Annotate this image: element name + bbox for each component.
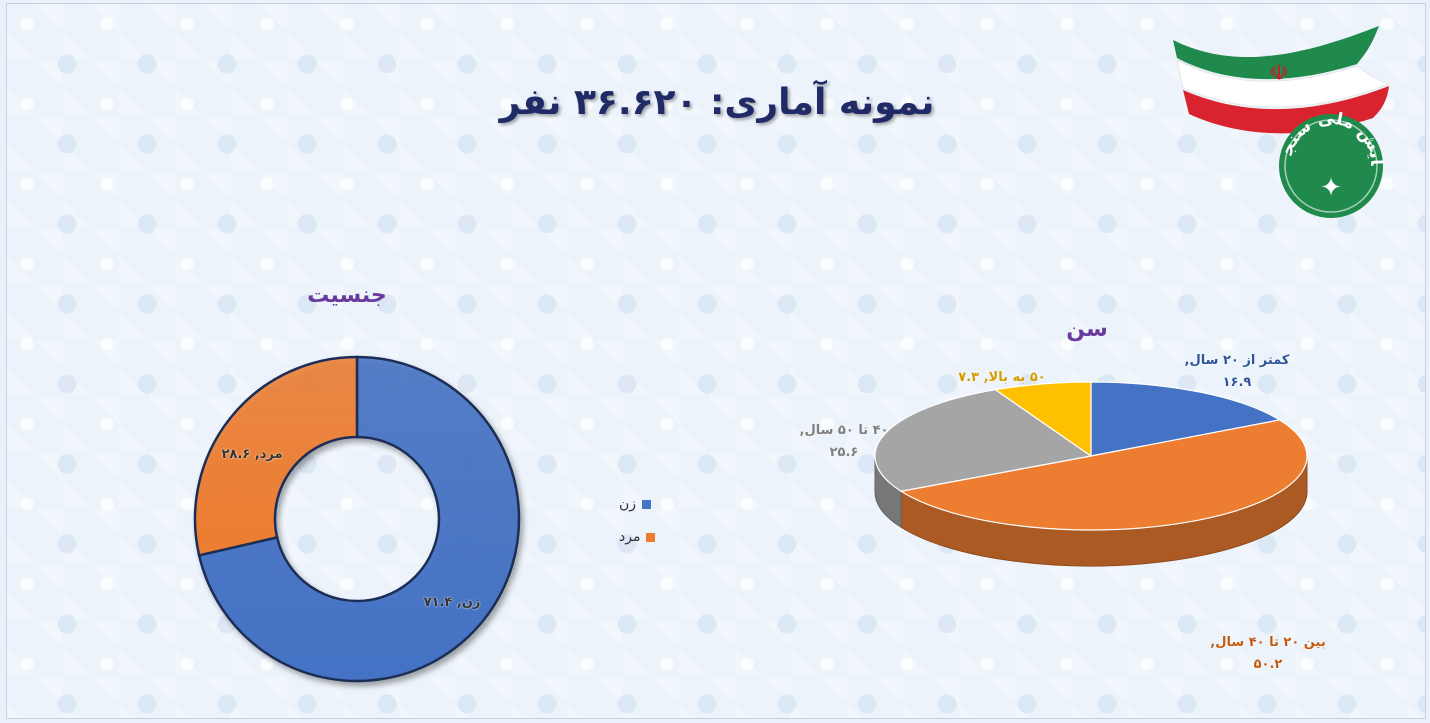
logo-icon: ☫ مرکز پیمایش ملی سنجی اشراف ✦	[1157, 4, 1391, 218]
pie-slice-40-50	[874, 389, 1093, 492]
donut-label-male: مرد, ۲۸.۶	[221, 447, 283, 462]
pie-slice-20-40	[899, 419, 1308, 531]
donut-slice-female	[197, 355, 521, 683]
pie-label-40-50-name: ۴۰ تا ۵۰ سال,	[799, 423, 889, 438]
pie-label-under-20: کمتر از ۲۰ سال, ۱۶.۹	[1177, 350, 1297, 394]
slide: نمونه آماری: ۳۶.۶۲۰ نفر ☫ مرکز پیمایش مل…	[6, 3, 1426, 719]
pie-slice-over-50	[993, 381, 1092, 458]
legend-item-female: زن	[619, 496, 652, 512]
age-pie-chart	[874, 381, 1308, 567]
pie-slice-under-20	[1090, 381, 1282, 457]
pie-label-20-40-value: ۵۰.۲	[1253, 657, 1283, 672]
legend-label-male: مرد	[619, 529, 641, 545]
pie-label-20-40: بین ۲۰ تا ۴۰ سال, ۵۰.۲	[1203, 632, 1333, 676]
age-chart-title: سن	[1066, 317, 1108, 342]
pie-label-under-20-value: ۱۶.۹	[1222, 375, 1252, 390]
legend-swatch-male	[646, 532, 656, 542]
svg-text:✦: ✦	[1320, 173, 1342, 203]
legend-label-female: زن	[619, 496, 637, 512]
gender-chart-title: جنسیت	[307, 283, 387, 308]
pie-label-under-20-name: کمتر از ۲۰ سال,	[1184, 353, 1290, 368]
pie-label-20-40-name: بین ۲۰ تا ۴۰ سال,	[1210, 635, 1326, 650]
pie-label-over-50-name: ۵۰ به بالا, ۷.۳	[958, 370, 1046, 385]
pie-label-over-50: ۵۰ به بالا, ۷.۳	[947, 367, 1057, 389]
donut-label-female: زن, ۷۱.۴	[423, 595, 481, 610]
legend-item-male: مرد	[619, 529, 656, 545]
gender-donut-chart	[193, 355, 521, 683]
main-title: نمونه آماری: ۳۶.۶۲۰ نفر	[499, 82, 935, 123]
pie-label-40-50: ۴۰ تا ۵۰ سال, ۲۵.۶	[789, 420, 899, 464]
legend-swatch-female	[642, 499, 652, 509]
svg-text:☫: ☫	[1269, 61, 1289, 86]
donut-slice-male	[193, 355, 359, 557]
pie-label-40-50-value: ۲۵.۶	[829, 445, 859, 460]
